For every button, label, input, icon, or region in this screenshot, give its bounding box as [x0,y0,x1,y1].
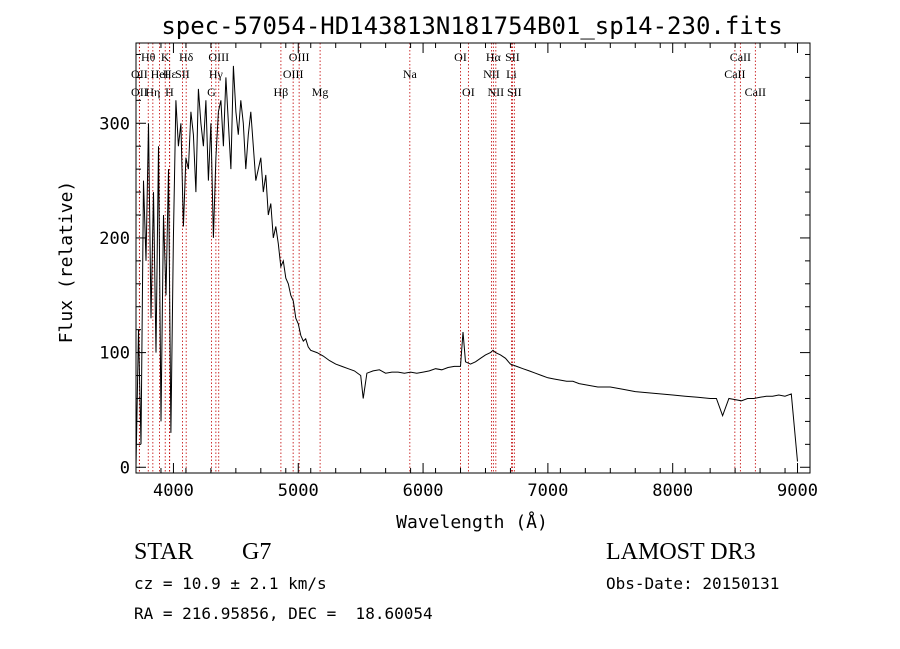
line-label: OIII [208,50,229,64]
line-label: OI [454,50,467,64]
line-label: Hα [486,50,502,64]
line-label: K [161,50,170,64]
y-tick-label: 100 [99,344,130,364]
line-label: Hβ [274,85,289,99]
line-label: Hδ [179,50,194,64]
y-tick-label: 0 [120,458,130,478]
plot-frame [135,42,811,474]
spectral-line-markers [138,43,756,473]
spectrum-series-line [135,65,798,468]
line-label: Hθ [141,50,156,64]
line-label: Na [403,67,418,81]
line-label: H [165,85,174,99]
line-label: NII [483,67,500,81]
survey-label: LAMOST DR3 [606,539,756,565]
x-tick-label: 9000 [777,481,818,501]
line-label: OII [131,85,148,99]
x-axis-label: Wavelength (Å) [396,511,548,533]
x-tick-label: 5000 [278,481,319,501]
line-label: Li [506,67,517,81]
line-label: SII [505,50,520,64]
line-label: Hγ [209,67,224,81]
y-tick-label: 200 [99,229,130,249]
x-tick-label: 6000 [403,481,444,501]
line-label: OIII [283,67,304,81]
line-label: G [207,85,216,99]
obs-date: Obs-Date: 20150131 [606,574,780,593]
line-label: HeI [151,67,169,81]
y-tick-label: 300 [99,114,130,134]
line-label: CaII [724,67,745,81]
line-label: Mg [312,85,329,99]
chart-title: spec-57054-HD143813N181754B01_sp14-230.f… [161,12,782,40]
redshift-text: cz = 10.9 ± 2.1 km/s [134,574,327,593]
coordinates: RA = 216.95856, DEC = 18.60054 [134,604,433,623]
y-axis-label: Flux (relative) [56,181,77,344]
line-label: CaII [745,85,766,99]
x-tick-label: 8000 [652,481,693,501]
line-label: Hη [145,85,160,99]
line-label: NII [488,85,505,99]
line-label: SII [175,67,190,81]
line-label: OI [462,85,475,99]
line-label: SII [507,85,522,99]
subclass: G7 [242,539,272,565]
line-label: OII [131,67,148,81]
x-tick-label: 7000 [527,481,568,501]
x-tick-label: 4000 [153,481,194,501]
line-label: Hε [163,67,177,81]
object-class: STAR [134,539,194,565]
line-label: CaII [730,50,751,64]
axes: 4000 5000 6000 7000 8000 9000 0 100 200 300 [99,42,818,501]
line-label: OIII [289,50,310,64]
series-layer [135,65,798,468]
